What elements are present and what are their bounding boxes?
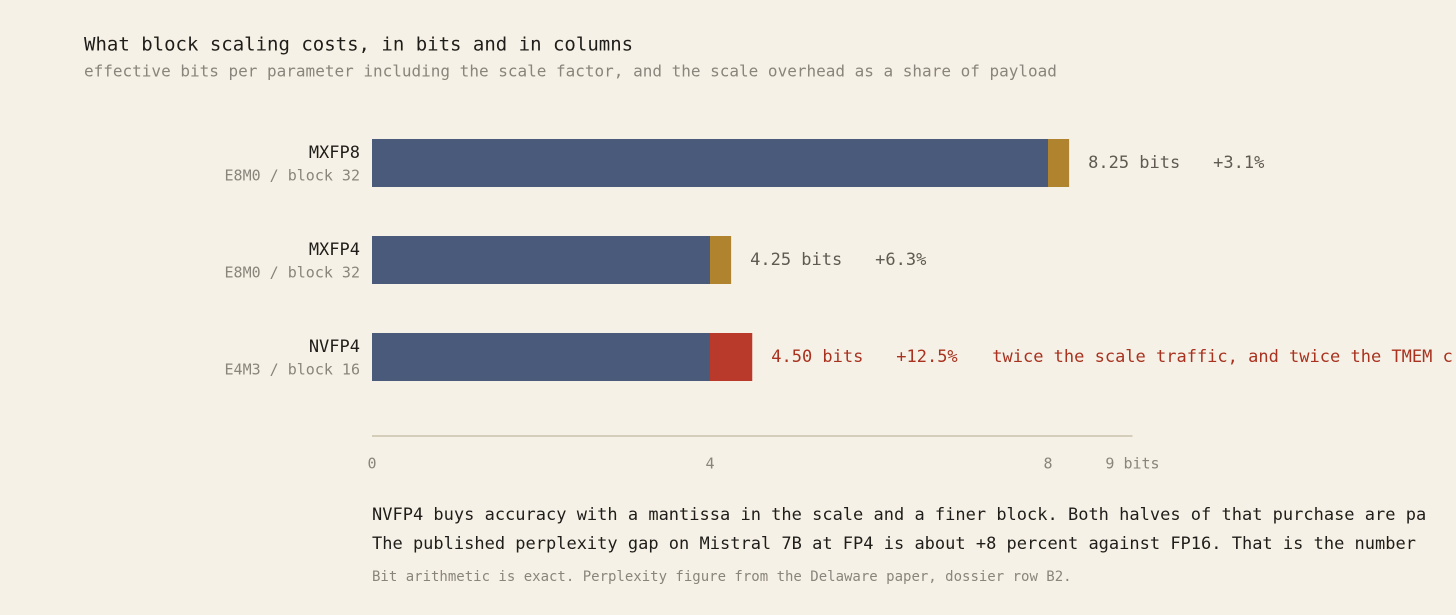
total-label: 4.25 bits	[750, 250, 842, 270]
bar-segment	[372, 236, 710, 284]
category-note: E8M0 / block 32	[225, 167, 360, 185]
category-label: MXFP8	[309, 143, 360, 163]
category-note: E8M0 / block 32	[225, 264, 360, 282]
overhead-label: +6.3%	[875, 250, 926, 270]
footnote: Bit arithmetic is exact. Perplexity figu…	[372, 569, 1072, 585]
chart-title: What block scaling costs, in bits and in…	[84, 34, 633, 56]
x-tick-label: 9 bits	[1105, 455, 1159, 473]
bar-segment	[372, 333, 710, 381]
category-note: E4M3 / block 16	[225, 361, 360, 379]
overhead-label: +3.1%	[1213, 153, 1264, 173]
note: NVFP4 buys accuracy with a mantissa in t…	[372, 505, 1426, 525]
bar-segment	[710, 333, 753, 381]
x-tick-label: 0	[367, 455, 376, 473]
note: The published perplexity gap on Mistral …	[372, 534, 1416, 554]
chart-subtitle: effective bits per parameter including t…	[84, 62, 1057, 81]
annotation: twice the scale traffic, and twice the T…	[992, 347, 1453, 367]
x-tick-label: 8	[1043, 455, 1052, 473]
total-label: 4.50 bits	[771, 347, 863, 367]
category-label: MXFP4	[309, 240, 360, 260]
bar-segment	[372, 139, 1048, 187]
x-tick-label: 4	[705, 455, 714, 473]
total-label: 8.25 bits	[1088, 153, 1180, 173]
bar-segment	[1048, 139, 1070, 187]
category-label: NVFP4	[309, 337, 360, 357]
bar-segment	[710, 236, 732, 284]
overhead-label: +12.5%	[896, 347, 957, 367]
